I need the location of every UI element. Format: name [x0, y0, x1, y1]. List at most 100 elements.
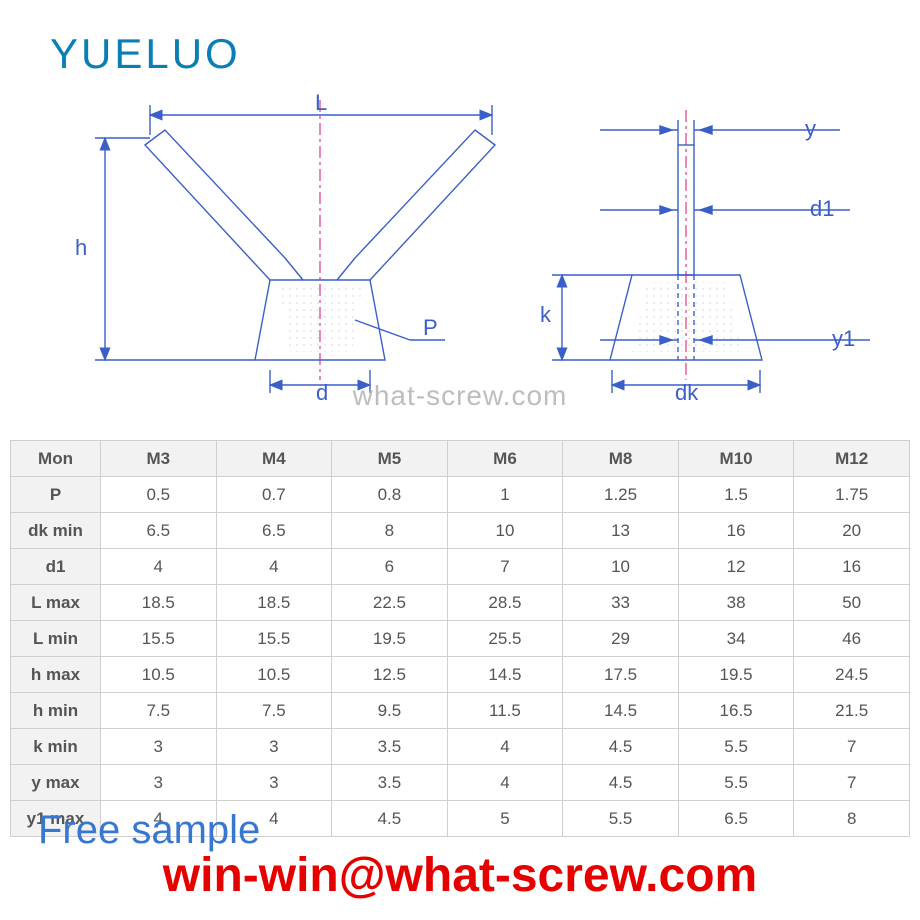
table-cell: 1 [447, 477, 563, 513]
table-cell: 11.5 [447, 693, 563, 729]
table-cell: 5.5 [678, 729, 794, 765]
table-cell: 16 [794, 549, 910, 585]
table-cell: 5.5 [563, 801, 679, 837]
table-row: L min15.515.519.525.5293446 [11, 621, 910, 657]
table-row-label: P [11, 477, 101, 513]
table-cell: 0.8 [332, 477, 448, 513]
table-cell: 16.5 [678, 693, 794, 729]
table-row: dk min6.56.5810131620 [11, 513, 910, 549]
brand-logo: YUELUO [50, 30, 241, 78]
table-row-label: L min [11, 621, 101, 657]
spec-table: MonM3M4M5M6M8M10M12P0.50.70.811.251.51.7… [10, 440, 910, 837]
table-cell: 0.5 [101, 477, 217, 513]
table-cell: 4.5 [563, 729, 679, 765]
table-row-label: h max [11, 657, 101, 693]
table-cell: 4 [216, 549, 332, 585]
table-cell: 13 [563, 513, 679, 549]
table-header-cell: M5 [332, 441, 448, 477]
table-row: d14467101216 [11, 549, 910, 585]
table-cell: 3 [101, 729, 217, 765]
table-row-label: y max [11, 765, 101, 801]
table-cell: 0.7 [216, 477, 332, 513]
table-cell: 34 [678, 621, 794, 657]
dim-label-L: L [315, 90, 327, 115]
table-cell: 1.25 [563, 477, 679, 513]
table-row-label: L max [11, 585, 101, 621]
free-sample-overlay: Free sample [38, 808, 260, 853]
table-cell: 25.5 [447, 621, 563, 657]
table-cell: 14.5 [447, 657, 563, 693]
table-row-label: d1 [11, 549, 101, 585]
table-cell: 22.5 [332, 585, 448, 621]
table-cell: 12 [678, 549, 794, 585]
table-cell: 18.5 [101, 585, 217, 621]
dim-label-y1: y1 [832, 326, 855, 351]
dim-label-P: P [423, 315, 438, 340]
table-cell: 4 [447, 729, 563, 765]
table-row-label: dk min [11, 513, 101, 549]
table-cell: 46 [794, 621, 910, 657]
table-cell: 12.5 [332, 657, 448, 693]
table-header-cell: M8 [563, 441, 679, 477]
table-cell: 38 [678, 585, 794, 621]
dim-label-d1: d1 [810, 196, 834, 221]
watermark-text: what-screw.com [0, 380, 920, 412]
table-cell: 10.5 [101, 657, 217, 693]
table-cell: 6.5 [678, 801, 794, 837]
table-cell: 4.5 [563, 765, 679, 801]
table-cell: 14.5 [563, 693, 679, 729]
table-cell: 28.5 [447, 585, 563, 621]
table-cell: 10.5 [216, 657, 332, 693]
table-cell: 3 [101, 765, 217, 801]
table-cell: 6.5 [101, 513, 217, 549]
table-row: h max10.510.512.514.517.519.524.5 [11, 657, 910, 693]
table-cell: 9.5 [332, 693, 448, 729]
table-cell: 10 [563, 549, 679, 585]
table-cell: 1.75 [794, 477, 910, 513]
table-header-cell: Mon [11, 441, 101, 477]
table-cell: 7 [447, 549, 563, 585]
table-cell: 8 [794, 801, 910, 837]
table-cell: 7.5 [101, 693, 217, 729]
table-row-label: k min [11, 729, 101, 765]
table-header-cell: M4 [216, 441, 332, 477]
table-cell: 5 [447, 801, 563, 837]
table-cell: 24.5 [794, 657, 910, 693]
table-cell: 3 [216, 765, 332, 801]
table-row: h min7.57.59.511.514.516.521.5 [11, 693, 910, 729]
contact-email-overlay: win-win@what-screw.com [0, 848, 920, 903]
table-cell: 3.5 [332, 765, 448, 801]
table-cell: 15.5 [216, 621, 332, 657]
table-cell: 6 [332, 549, 448, 585]
table-cell: 5.5 [678, 765, 794, 801]
table-cell: 10 [447, 513, 563, 549]
table-cell: 7 [794, 765, 910, 801]
table-header-cell: M3 [101, 441, 217, 477]
table-cell: 15.5 [101, 621, 217, 657]
table-cell: 19.5 [332, 621, 448, 657]
table-header-cell: M10 [678, 441, 794, 477]
table-cell: 17.5 [563, 657, 679, 693]
table-header-cell: M12 [794, 441, 910, 477]
table-cell: 7.5 [216, 693, 332, 729]
table-cell: 6.5 [216, 513, 332, 549]
table-cell: 33 [563, 585, 679, 621]
table-row: P0.50.70.811.251.51.75 [11, 477, 910, 513]
dim-label-k: k [540, 302, 552, 327]
table-cell: 20 [794, 513, 910, 549]
table-cell: 18.5 [216, 585, 332, 621]
table-header-cell: M6 [447, 441, 563, 477]
table-cell: 4 [447, 765, 563, 801]
table-cell: 1.5 [678, 477, 794, 513]
table-cell: 4.5 [332, 801, 448, 837]
table-cell: 3 [216, 729, 332, 765]
dim-label-h: h [75, 235, 87, 260]
table-cell: 19.5 [678, 657, 794, 693]
table-cell: 29 [563, 621, 679, 657]
table-row: L max18.518.522.528.5333850 [11, 585, 910, 621]
table-row: y max333.544.55.57 [11, 765, 910, 801]
table-row: k min333.544.55.57 [11, 729, 910, 765]
table-cell: 16 [678, 513, 794, 549]
table-cell: 3.5 [332, 729, 448, 765]
table-cell: 50 [794, 585, 910, 621]
